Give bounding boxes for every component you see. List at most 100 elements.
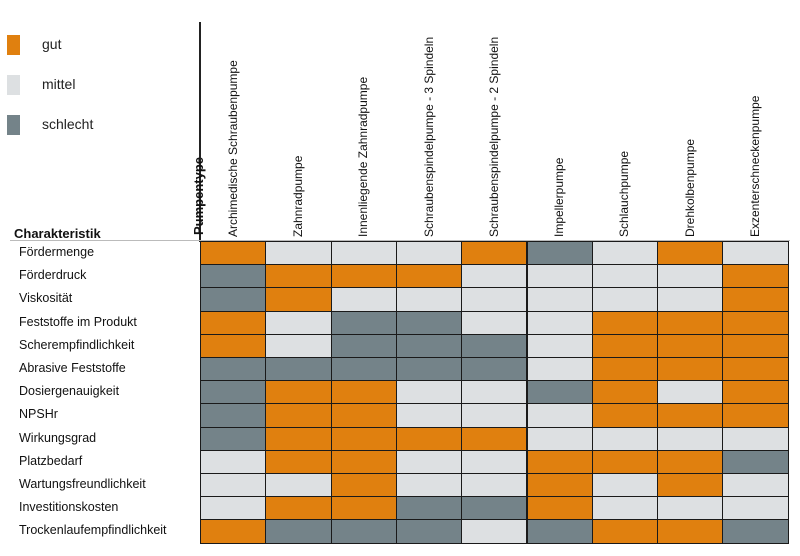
column-label: Zahnradpumpe — [290, 155, 305, 237]
heatmap-cell-mittel — [526, 357, 593, 382]
heatmap-cell-gut — [591, 380, 659, 405]
header-divider — [199, 22, 201, 242]
header-underline — [10, 240, 790, 241]
heatmap-cell-schlecht — [395, 310, 463, 335]
heatmap-cell-gut — [200, 333, 267, 358]
heatmap-cell-schlecht — [395, 519, 463, 544]
heatmap-cell-mittel — [395, 473, 463, 498]
heatmap-cell-gut — [330, 473, 397, 498]
heatmap-cell-gut — [265, 403, 332, 428]
heatmap-cell-mittel — [526, 426, 593, 451]
heatmap-cell-gut — [200, 519, 267, 544]
heatmap-cell-mittel — [526, 333, 593, 358]
heatmap-cell-schlecht — [722, 519, 789, 544]
legend-label: schlecht — [42, 116, 94, 132]
heatmap-cell-gut — [265, 426, 332, 451]
heatmap-cell-schlecht — [330, 310, 397, 335]
legend-swatch — [7, 35, 20, 55]
heatmap-cell-mittel — [722, 496, 789, 521]
heatmap-cell-mittel — [395, 449, 463, 474]
heatmap-cell-mittel — [657, 380, 724, 405]
heatmap-cell-schlecht — [461, 333, 528, 358]
heatmap-cell-mittel — [657, 264, 724, 289]
heatmap-cell-schlecht — [200, 357, 267, 382]
column-label: Exzenterschneckenpumpe — [748, 95, 763, 237]
heatmap-cell-schlecht — [200, 264, 267, 289]
heatmap-cell-mittel — [526, 403, 593, 428]
row-label: Förderdruck — [19, 268, 87, 283]
column-axis-title: Pumpentype — [191, 156, 206, 235]
heatmap-cell-gut — [265, 287, 332, 312]
heatmap-cell-gut — [330, 426, 397, 451]
row-label: NPSHr — [19, 407, 58, 422]
heatmap-cell-mittel — [657, 426, 724, 451]
heatmap-cell-mittel — [461, 403, 528, 428]
heatmap-cell-mittel — [395, 287, 463, 312]
heatmap-cell-gut — [526, 496, 593, 521]
heatmap-cell-mittel — [395, 403, 463, 428]
heatmap-cell-gut — [657, 403, 724, 428]
heatmap-cell-mittel — [200, 473, 267, 498]
heatmap-cell-mittel — [200, 496, 267, 521]
heatmap-cell-schlecht — [200, 287, 267, 312]
row-label: Platzbedarf — [19, 453, 83, 468]
heatmap-cell-schlecht — [395, 333, 463, 358]
heatmap-cell-mittel — [461, 287, 528, 312]
heatmap-cell-gut — [461, 241, 528, 266]
column-label: Innenliegende Zahnradpumpe — [356, 76, 371, 237]
row-label: Dosiergenauigkeit — [19, 384, 120, 399]
heatmap-cell-mittel — [330, 241, 397, 266]
heatmap-cell-gut — [200, 310, 267, 335]
heatmap-cell-gut — [657, 310, 724, 335]
column-label: Archimedische Schraubenpumpe — [225, 60, 240, 237]
legend-label: gut — [42, 36, 62, 52]
heatmap-cell-gut — [722, 380, 789, 405]
heatmap-cell-gut — [526, 473, 593, 498]
heatmap-cell-schlecht — [526, 241, 593, 266]
heatmap-cell-schlecht — [395, 496, 463, 521]
heatmap-cell-gut — [591, 310, 659, 335]
legend-swatch — [7, 75, 20, 95]
column-label: Drehkolbenpumpe — [682, 138, 697, 237]
heatmap-cell-mittel — [265, 241, 332, 266]
heatmap-cell-schlecht — [200, 380, 267, 405]
heatmap-cell-mittel — [591, 473, 659, 498]
heatmap-cell-mittel — [591, 264, 659, 289]
heatmap-cell-mittel — [461, 473, 528, 498]
heatmap-cell-mittel — [591, 426, 659, 451]
column-label: Impellerpumpe — [552, 157, 567, 237]
heatmap-cell-mittel — [526, 287, 593, 312]
heatmap-cell-gut — [657, 333, 724, 358]
heatmap-cell-gut — [657, 473, 724, 498]
row-label: Wartungsfreundlichkeit — [19, 477, 146, 491]
heatmap-cell-mittel — [526, 310, 593, 335]
heatmap-cell-gut — [722, 287, 789, 312]
heatmap-cell-gut — [330, 380, 397, 405]
heatmap-cell-gut — [330, 403, 397, 428]
heatmap-cell-mittel — [526, 264, 593, 289]
heatmap-cell-mittel — [722, 426, 789, 451]
heatmap-cell-mittel — [461, 310, 528, 335]
heatmap-cell-gut — [200, 241, 267, 266]
row-label: Trockenlaufempfindlichkeit — [19, 523, 167, 538]
row-label: Viskosität — [19, 291, 73, 306]
heatmap-cell-gut — [591, 357, 659, 382]
heatmap-cell-gut — [265, 449, 332, 474]
column-label: Schraubenspindelpumpe - 3 Spindeln — [421, 36, 436, 237]
heatmap-cell-mittel — [461, 519, 528, 544]
heatmap-cell-gut — [657, 449, 724, 474]
heatmap-cell-schlecht — [722, 449, 789, 474]
row-label: Fördermenge — [19, 245, 95, 259]
heatmap-cell-gut — [330, 496, 397, 521]
heatmap-cell-gut — [657, 357, 724, 382]
heatmap-cell-gut — [591, 449, 659, 474]
heatmap-cell-gut — [591, 403, 659, 428]
heatmap-cell-gut — [461, 426, 528, 451]
heatmap-cell-gut — [657, 519, 724, 544]
heatmap-cell-schlecht — [330, 357, 397, 382]
row-label: Abrasive Feststoffe — [19, 361, 126, 375]
heatmap-cell-gut — [265, 380, 332, 405]
column-label: Schraubenspindelpumpe - 2 Spindeln — [486, 36, 501, 237]
heatmap-cell-gut — [722, 357, 789, 382]
heatmap-cell-gut — [265, 264, 332, 289]
